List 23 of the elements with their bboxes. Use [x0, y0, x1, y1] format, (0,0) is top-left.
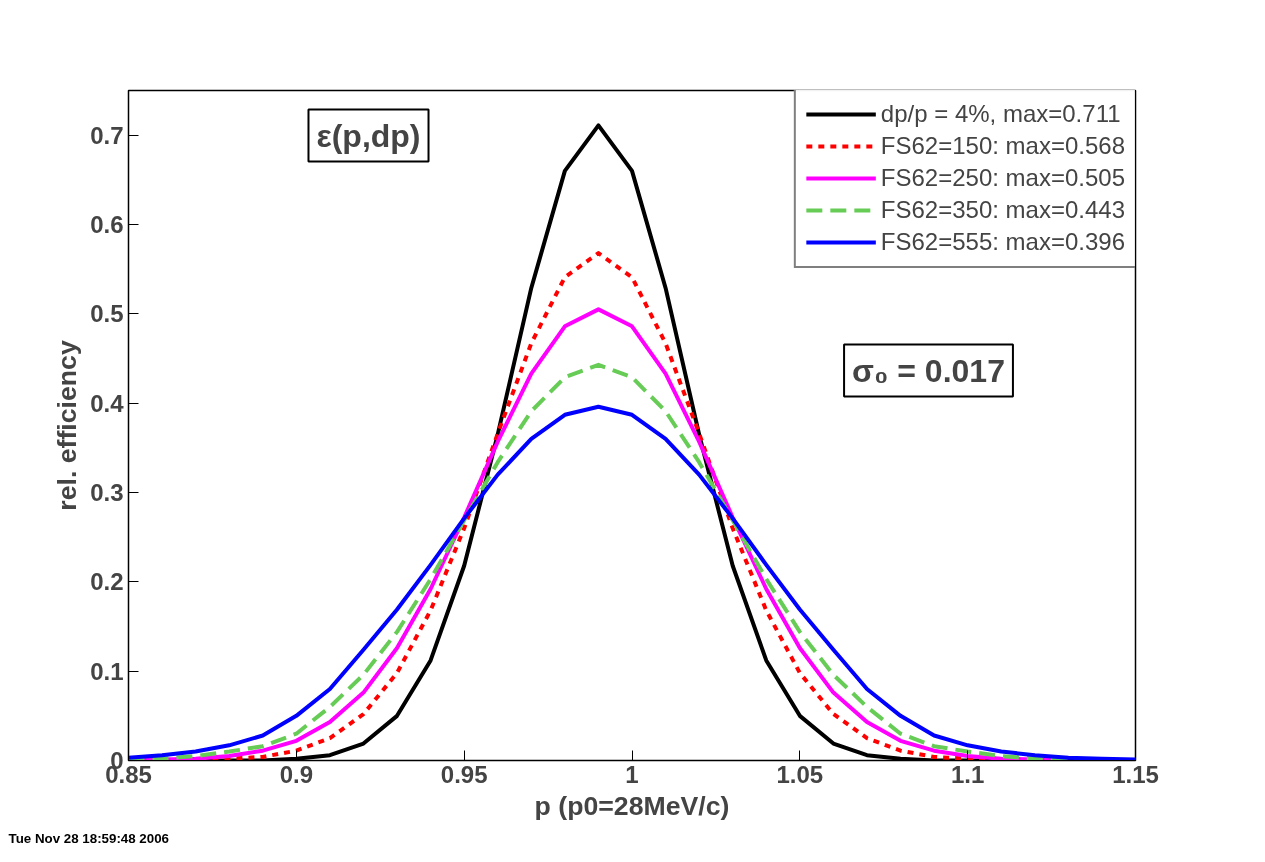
y-tick-label: 0.6 — [90, 211, 124, 238]
y-axis-title: rel. efficiency — [52, 340, 83, 511]
x-tick-label: 1.15 — [1112, 760, 1159, 788]
x-tick-label: 1.05 — [776, 760, 824, 788]
y-tick-label: 0.2 — [90, 568, 124, 596]
text: Tue Nov 28 18:59:48 2006 — [8, 830, 170, 846]
legend-label: dp/p = 4%, max=0.711 — [880, 100, 1121, 128]
x-tick-label: 0.95 — [440, 760, 488, 788]
x-tick-label: 1.1 — [950, 760, 985, 788]
x-axis-title: p (p0=28MeV/c) — [534, 790, 730, 821]
legend-label: FS62=555: max=0.396 — [880, 228, 1125, 256]
legend-label: FS62=250: max=0.505 — [880, 164, 1125, 192]
x-tick-label: 0.9 — [279, 760, 314, 788]
y-tick-label: 0.5 — [90, 300, 124, 328]
legend-label: FS62=350: max=0.443 — [880, 196, 1125, 224]
x-tick-label: 1 — [625, 760, 639, 788]
y-tick-label: 0.1 — [90, 657, 124, 685]
y-tick-label: 0.3 — [90, 479, 124, 506]
y-tick-label: 0.7 — [90, 121, 124, 149]
annotation: σ₀ = 0.017 — [852, 352, 1005, 389]
y-tick-label: 0.4 — [90, 389, 125, 417]
legend-label: FS62=150: max=0.568 — [880, 132, 1125, 160]
text: ε(p,dp) — [316, 117, 421, 154]
